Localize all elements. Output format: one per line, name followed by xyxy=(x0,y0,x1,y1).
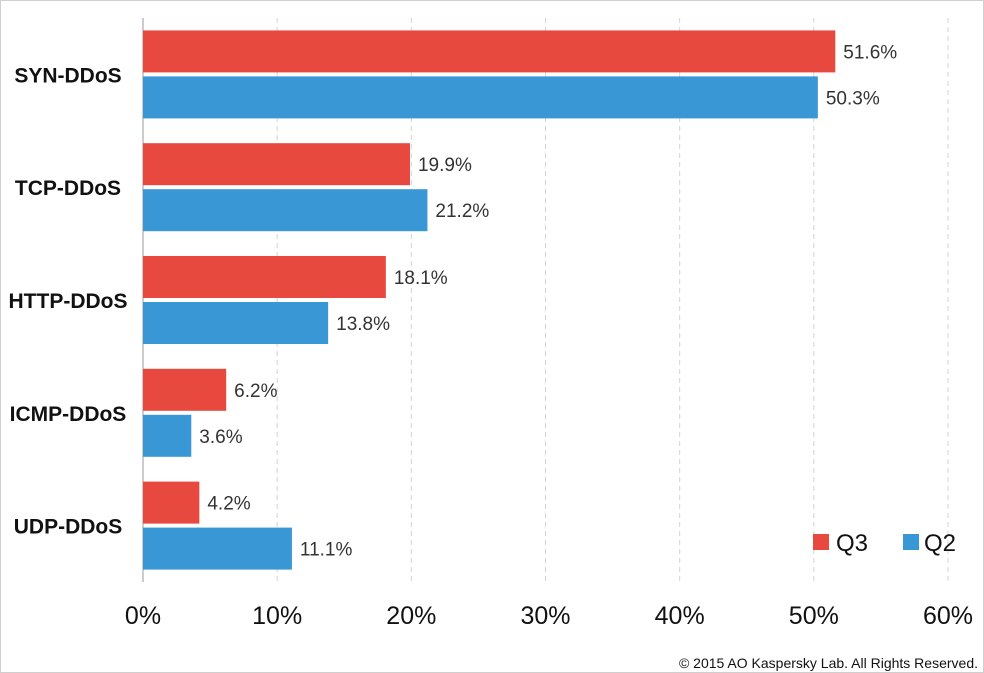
x-tick-label-0: 0% xyxy=(125,602,161,630)
legend-swatch-q3 xyxy=(813,534,829,550)
legend: Q3 Q2 xyxy=(813,530,956,557)
data-label-q2-tcp-ddos: 21.2% xyxy=(435,201,489,222)
x-tick-label-40: 40% xyxy=(655,602,705,630)
data-label-q3-http-ddos: 18.1% xyxy=(394,268,448,289)
bar-q3-http-ddos xyxy=(143,256,386,298)
bar-q2-http-ddos xyxy=(143,302,329,344)
category-label-icmp-ddos: ICMP-DDoS xyxy=(10,403,127,426)
data-label-q3-icmp-ddos: 6.2% xyxy=(234,381,277,402)
category-label-udp-ddos: UDP-DDoS xyxy=(14,516,123,539)
x-tick-label-60: 60% xyxy=(923,602,973,630)
bar-q2-udp-ddos xyxy=(143,527,292,570)
bar-q2-icmp-ddos xyxy=(143,414,192,457)
legend-label-q2: Q2 xyxy=(924,530,956,557)
bar-q3-syn-ddos xyxy=(143,30,836,73)
x-axis-ticks: 0% 10% 20% 30% 40% 50% 60% xyxy=(125,602,973,630)
x-tick-label-20: 20% xyxy=(386,602,436,630)
data-label-q3-syn-ddos: 51.6% xyxy=(843,42,897,63)
x-tick-label-30: 30% xyxy=(520,602,570,630)
bar-q3-tcp-ddos xyxy=(143,143,410,186)
bars-layer xyxy=(143,30,836,570)
legend-swatch-q2 xyxy=(903,534,919,550)
bar-q2-tcp-ddos xyxy=(143,189,428,232)
data-label-q2-icmp-ddos: 3.6% xyxy=(199,427,242,448)
bar-q3-icmp-ddos xyxy=(143,368,227,411)
category-label-tcp-ddos: TCP-DDoS xyxy=(15,177,121,200)
data-label-q2-udp-ddos: 11.1% xyxy=(300,540,353,561)
data-label-q3-tcp-ddos: 19.9% xyxy=(418,155,472,176)
category-label-http-ddos: HTTP-DDoS xyxy=(9,290,128,313)
bar-q2-syn-ddos xyxy=(143,76,818,119)
data-label-q2-http-ddos: 13.8% xyxy=(336,314,390,335)
copyright-text: © 2015 AO Kaspersky Lab. All Rights Rese… xyxy=(679,655,978,671)
x-tick-label-10: 10% xyxy=(252,602,302,630)
bar-q3-udp-ddos xyxy=(143,481,200,524)
data-label-q2-syn-ddos: 50.3% xyxy=(826,88,880,109)
x-tick-label-50: 50% xyxy=(789,602,839,630)
data-label-q3-udp-ddos: 4.2% xyxy=(207,494,250,515)
category-label-syn-ddos: SYN-DDoS xyxy=(14,64,121,87)
labels-layer: SYN-DDoS 51.6% 50.3% TCP-DDoS 19.9% 21.2% HTTP… xyxy=(9,42,898,560)
legend-label-q3: Q3 xyxy=(836,530,868,557)
